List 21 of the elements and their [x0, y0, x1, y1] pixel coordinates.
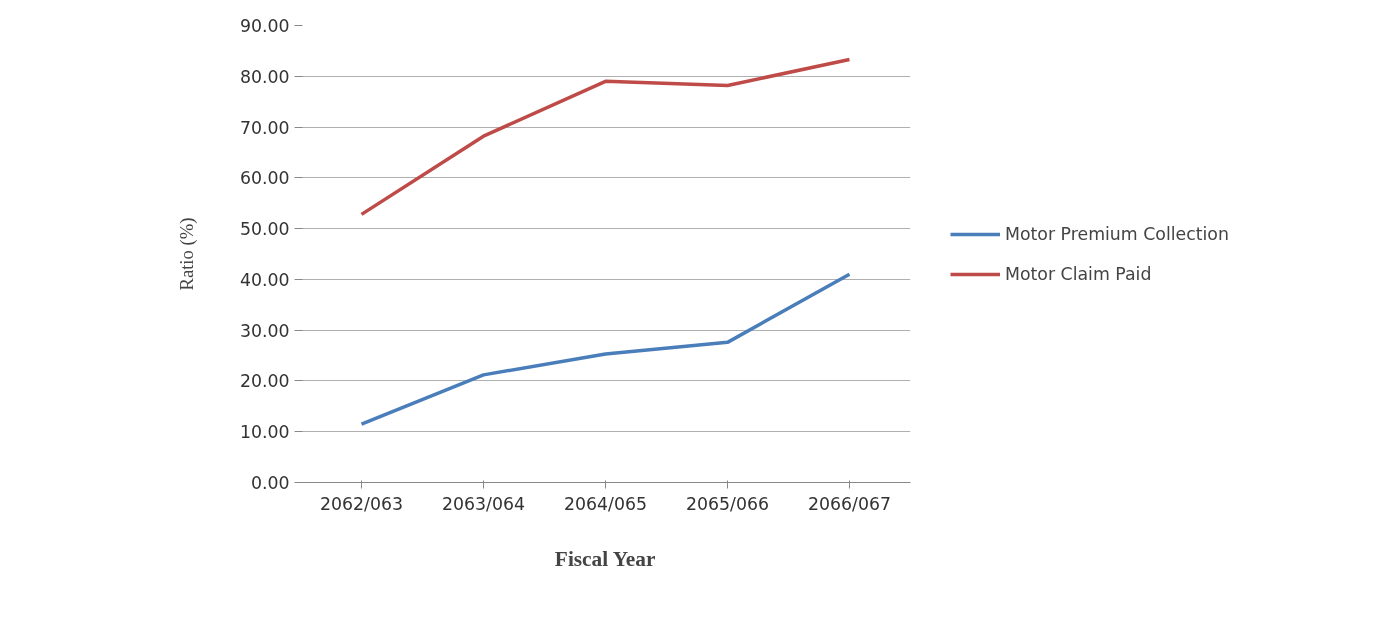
y-tick-label: 20.00: [239, 371, 290, 392]
y-axis-title: Ratio (%): [175, 217, 198, 291]
x-tick-label: 2065/066: [685, 493, 770, 514]
x-axis-title: Fiscal Year: [554, 546, 656, 571]
y-tick-label: 40.00: [239, 269, 290, 290]
y-tick-label: 70.00: [239, 117, 290, 138]
y-tick-label: 10.00: [239, 422, 290, 443]
legend-label: Motor Claim Paid: [1005, 263, 1152, 284]
line-series: [359, 272, 852, 426]
y-tick-label: 0.00: [250, 473, 290, 493]
x-tick-label: 2062/063: [319, 493, 404, 514]
x-tick-label: 2066/067: [807, 493, 892, 514]
x-tick-label: 2064/065: [563, 493, 648, 514]
x-tick-label: 2063/064: [441, 493, 526, 514]
y-tick-label: 90.00: [239, 16, 290, 36]
y-tick-label: 60.00: [239, 168, 290, 189]
y-tick-label: 30.00: [239, 320, 290, 341]
line-series: [359, 57, 852, 217]
y-tick-label: 50.00: [239, 219, 290, 240]
y-tick-label: 80.00: [239, 66, 290, 87]
legend-label: Motor Premium Collection: [1005, 223, 1229, 244]
